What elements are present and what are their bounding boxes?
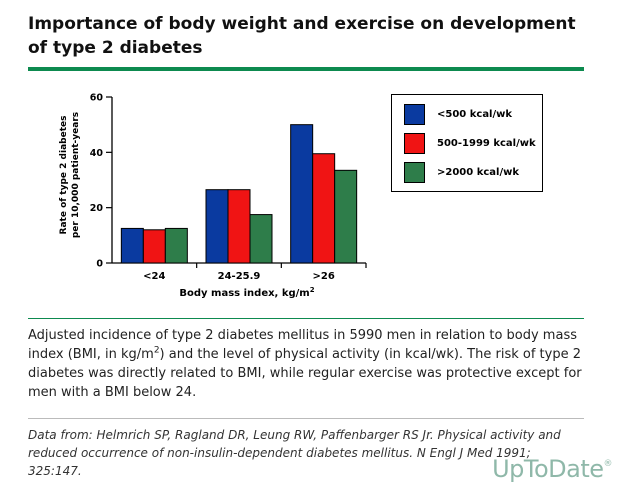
figure-title: Importance of body weight and exercise o…	[28, 14, 576, 58]
bar	[334, 169, 358, 264]
bar	[205, 189, 229, 264]
bar	[164, 227, 188, 264]
bar	[120, 227, 144, 264]
y-tick-label: 0	[96, 259, 103, 270]
y-tick-label: 40	[90, 148, 104, 159]
source-citation: Data from: Helmrich SP, Ragland DR, Leun…	[28, 428, 561, 478]
title-rule	[28, 67, 584, 71]
bar	[290, 124, 314, 264]
bar	[249, 214, 273, 264]
bar	[312, 153, 336, 264]
y-tick-label: 20	[90, 203, 104, 214]
x-tick-label: >26	[313, 271, 335, 282]
legend-swatch-red	[404, 132, 425, 154]
figure-caption: Adjusted incidence of type 2 diabetes me…	[28, 328, 582, 400]
legend-label: >2000 kcal/wk	[437, 166, 519, 178]
x-tick-label: 24-25.9	[218, 271, 261, 282]
bar	[142, 229, 166, 264]
x-axis-title: Body mass index, kg/m2	[179, 286, 314, 299]
legend-swatch-blue	[404, 103, 425, 125]
legend-item-mid-activity: 500-1999 kcal/wk	[404, 132, 536, 154]
plot-area: 0 20 40 60 <24 24-25.9 >26	[90, 93, 367, 282]
legend-swatch-green	[404, 161, 425, 183]
chart-legend: <500 kcal/wk 500-1999 kcal/wk >2000 kcal…	[391, 94, 543, 192]
legend-label: 500-1999 kcal/wk	[437, 137, 536, 149]
caption-rule	[28, 318, 584, 319]
legend-label: <500 kcal/wk	[437, 108, 513, 120]
source-rule	[28, 418, 584, 419]
y-tick-label: 60	[90, 93, 104, 104]
y-axis-title-line1: Rate of type 2 diabetes	[59, 116, 69, 235]
x-tick-label: <24	[143, 271, 165, 282]
legend-item-high-activity: >2000 kcal/wk	[404, 161, 519, 183]
y-axis-title-line2: per 10,000 patient-years	[71, 112, 81, 238]
uptodate-logo: UpToDate®	[492, 455, 612, 483]
legend-item-low-activity: <500 kcal/wk	[404, 103, 512, 125]
bar-chart: 0 20 40 60 <24 24-25.9 >26 Rate of type 2 diab…	[59, 93, 367, 299]
bar	[227, 189, 251, 264]
